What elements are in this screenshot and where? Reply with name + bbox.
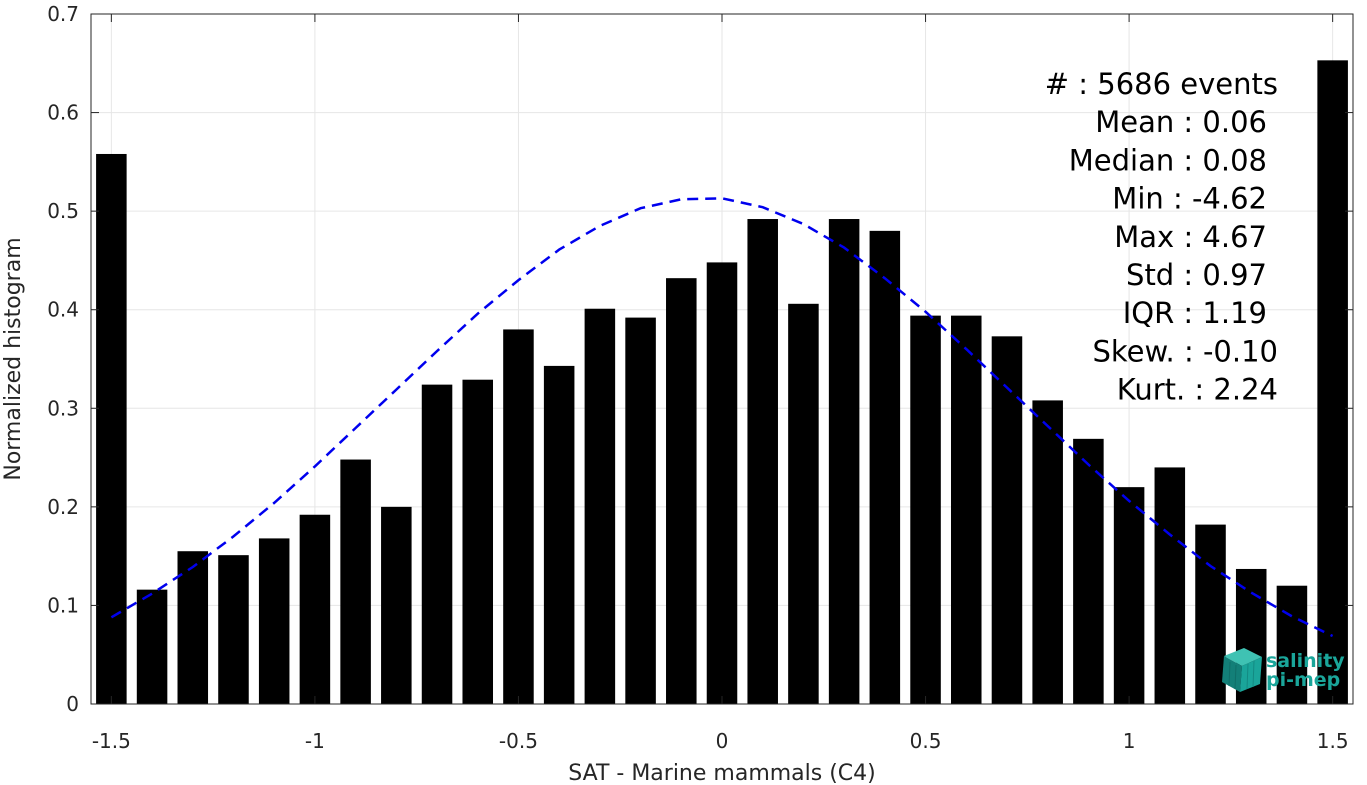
stats-line: Min : -4.62 <box>1112 182 1267 216</box>
histogram-bar <box>218 555 249 704</box>
histogram-bar <box>381 506 412 704</box>
y-tick-label: 0.2 <box>47 495 79 519</box>
histogram-bar <box>1276 585 1308 704</box>
stats-line: IQR : 1.19 <box>1123 296 1267 330</box>
y-tick-label: 0.1 <box>47 593 79 617</box>
x-tick-label: -1.5 <box>92 729 131 753</box>
histogram-bar <box>1154 467 1186 704</box>
y-axis-ticks: 0 0.1 0.2 0.3 0.4 0.5 0.6 0.7 <box>47 2 1353 716</box>
x-tick-label: -0.5 <box>499 729 538 753</box>
histogram-bar <box>1113 487 1145 704</box>
histogram-bar <box>1032 400 1063 704</box>
histogram-bar <box>950 315 982 704</box>
histogram-bar <box>462 379 494 704</box>
histogram-bar <box>869 230 901 704</box>
histogram-bar <box>340 459 371 704</box>
y-axis-label: Normalized histogram <box>1 237 26 480</box>
x-tick-label: 0.5 <box>910 729 942 753</box>
histogram-bar <box>1317 60 1348 705</box>
stats-line: Mean : 0.06 <box>1095 105 1267 139</box>
x-tick-label: 0 <box>716 729 729 753</box>
histogram-bar <box>666 278 697 704</box>
x-axis-label: SAT - Marine mammals (C4) <box>568 761 876 785</box>
histogram-bar <box>258 538 290 704</box>
histogram-bar <box>299 514 331 704</box>
histogram-bar <box>543 365 575 704</box>
logo-text-line2: pi-mep <box>1266 669 1340 691</box>
y-tick-label: 0.4 <box>47 298 79 322</box>
salinity-pi-mep-logo: salinity pi-mep <box>1222 648 1345 692</box>
stats-line: # : 5686 events <box>1045 67 1278 101</box>
stats-line: Median : 0.08 <box>1069 143 1267 177</box>
histogram-bars <box>96 60 1348 705</box>
histogram-bar <box>828 219 860 704</box>
histogram-bar <box>1195 524 1226 704</box>
x-tick-label: -1 <box>305 729 325 753</box>
histogram-bar <box>910 315 941 704</box>
y-tick-label: 0.3 <box>47 396 79 420</box>
logo-text-line1: salinity <box>1266 650 1345 672</box>
y-tick-label: 0.5 <box>47 199 79 223</box>
stats-box: # : 5686 events Mean : 0.06 Median : 0.08 M… <box>1045 67 1278 407</box>
y-tick-label: 0.6 <box>47 101 79 125</box>
histogram-bar <box>625 317 656 704</box>
stats-line: Kurt. : 2.24 <box>1117 373 1278 407</box>
histogram-bar <box>1073 438 1104 704</box>
histogram-bar <box>421 384 453 704</box>
stats-line: Max : 4.67 <box>1114 220 1267 254</box>
histogram-bar <box>136 589 168 704</box>
normal-fit-curve <box>110 197 1334 638</box>
histogram-bar <box>177 551 209 704</box>
y-tick-label: 0.7 <box>47 2 79 26</box>
stats-line: Skew. : -0.10 <box>1092 334 1278 368</box>
x-tick-label: 1 <box>1123 729 1136 753</box>
x-tick-label: 1.5 <box>1317 729 1349 753</box>
histogram-bar <box>991 336 1023 704</box>
histogram-bar <box>96 153 127 704</box>
cube-icon <box>1222 648 1262 692</box>
y-tick-label: 0 <box>66 692 79 716</box>
histogram-bar <box>503 329 534 704</box>
histogram-bar <box>584 308 616 704</box>
histogram-bar <box>747 219 778 704</box>
x-axis-ticks: -1.5 -1 -0.5 0 0.5 1 1.5 <box>92 14 1349 753</box>
stats-line: Std : 0.97 <box>1126 258 1267 292</box>
histogram-bar <box>706 262 738 704</box>
histogram-bar <box>788 303 819 704</box>
